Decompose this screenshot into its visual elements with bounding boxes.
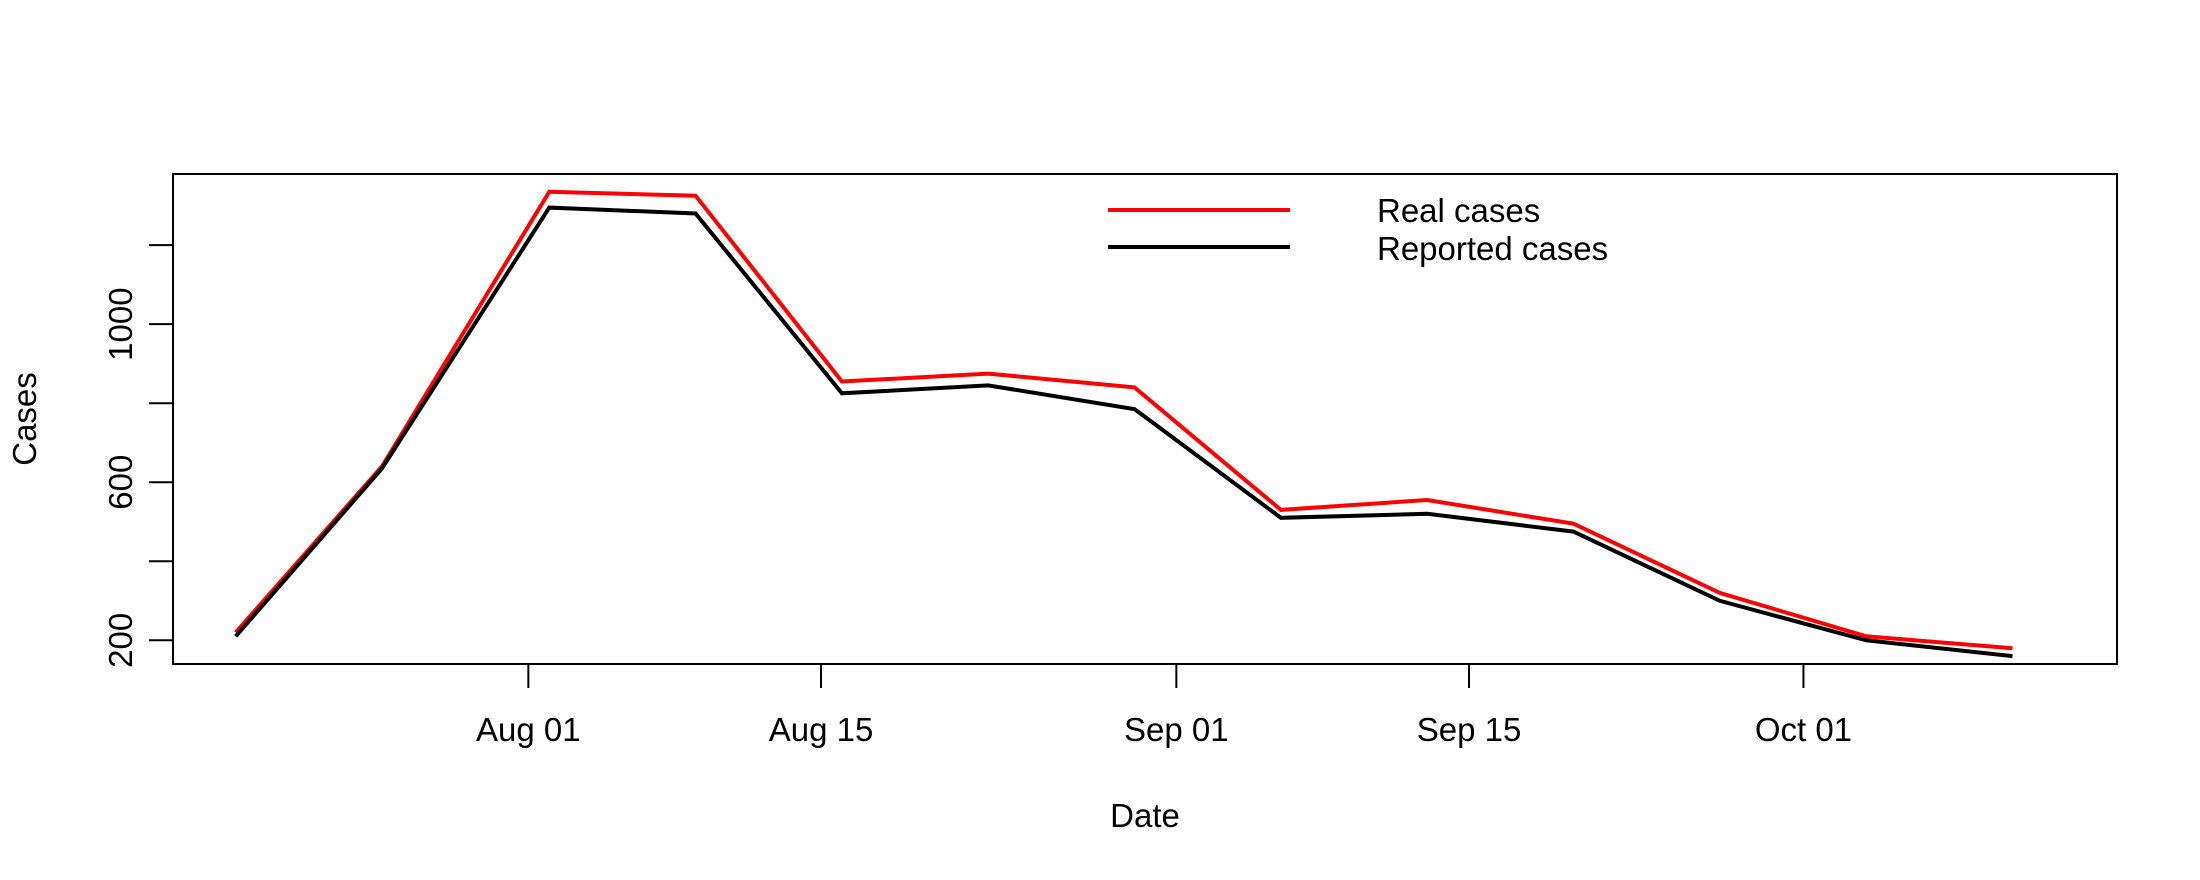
x-tick-label: Sep 01 <box>1124 711 1229 748</box>
y-axis: 200 600 1000 <box>102 244 173 668</box>
x-tick-label: Oct 01 <box>1755 711 1852 748</box>
series-line-reported-cases <box>234 205 2013 659</box>
legend: Real cases Reported cases <box>1108 192 1608 267</box>
x-tick-label: Aug 01 <box>476 711 581 748</box>
plot-frame <box>172 173 2118 665</box>
x-axis: Aug 01 Aug 15 Sep 01 Sep 15 Oct 01 <box>476 664 1852 748</box>
y-axis-title: Cases <box>6 372 43 466</box>
x-tick-label: Sep 15 <box>1417 711 1522 748</box>
y-tick-label: 600 <box>102 455 139 510</box>
legend-label-reported-cases: Reported cases <box>1377 230 1608 267</box>
y-tick-label: 1000 <box>102 287 139 360</box>
series-layer <box>234 189 2013 659</box>
series-line-real-cases <box>234 189 2013 651</box>
y-tick-label: 200 <box>102 613 139 668</box>
x-tick-label: Aug 15 <box>769 711 874 748</box>
legend-label-real-cases: Real cases <box>1377 192 1540 229</box>
x-axis-title: Date <box>1110 797 1180 834</box>
